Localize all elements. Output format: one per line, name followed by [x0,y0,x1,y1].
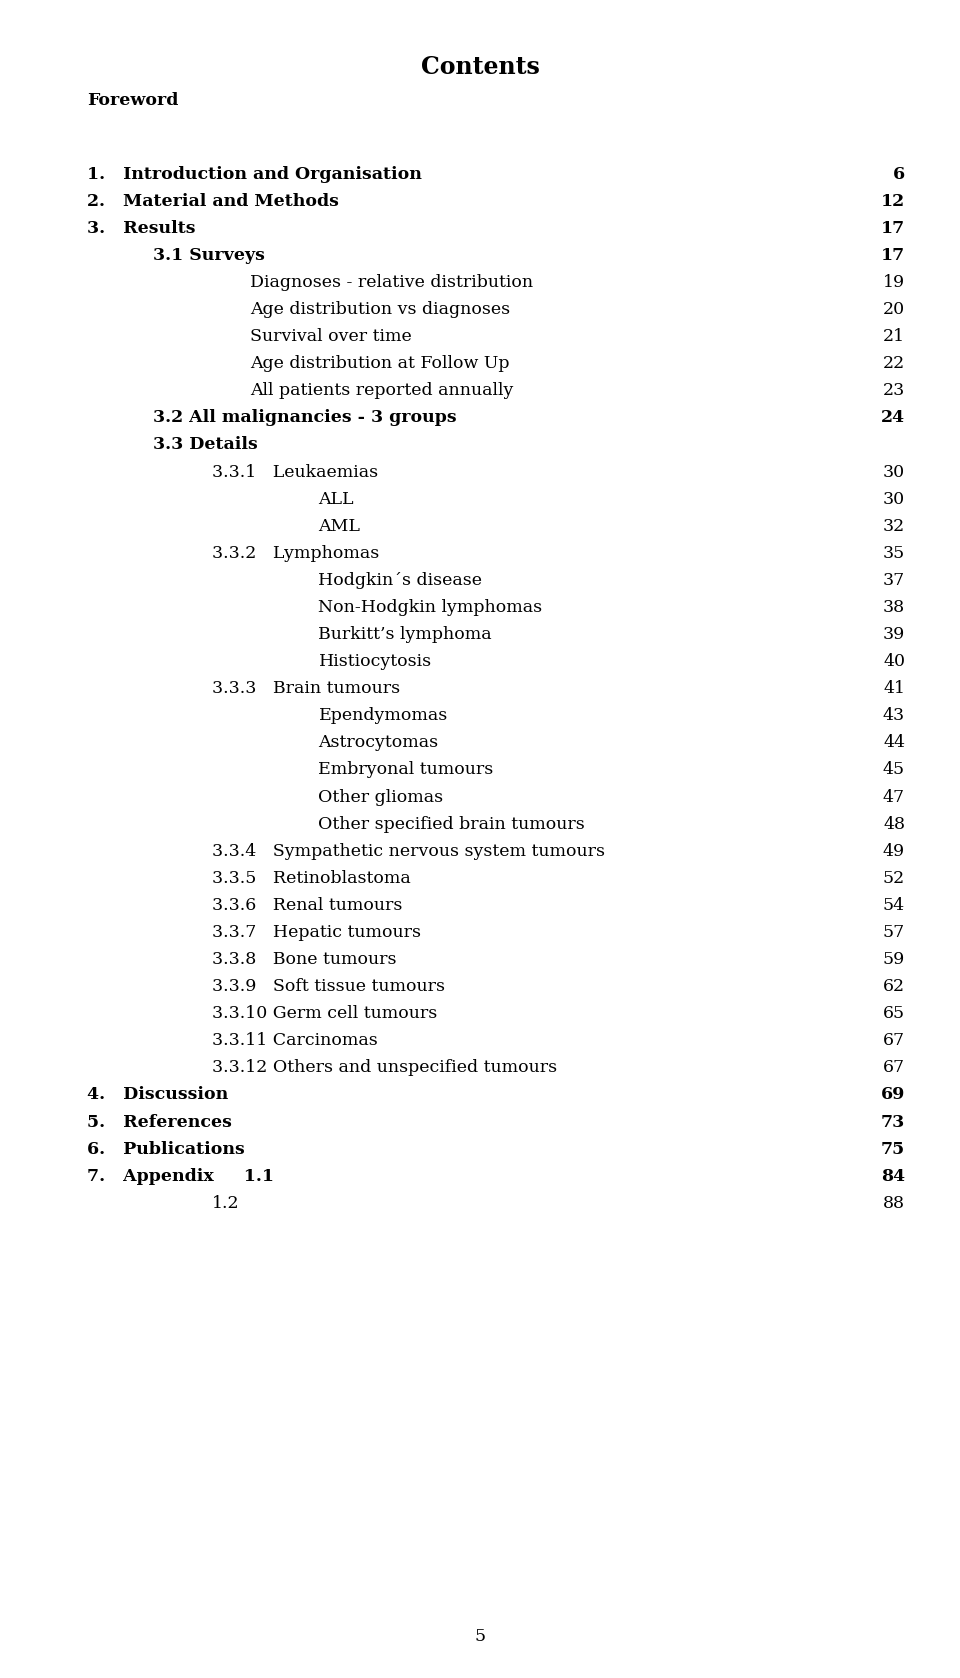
Text: 1.2: 1.2 [212,1195,240,1212]
Text: 24: 24 [881,409,905,426]
Text: 67: 67 [883,1059,905,1076]
Text: 30: 30 [883,463,905,480]
Text: 59: 59 [883,951,905,968]
Text: 3.3.3   Brain tumours: 3.3.3 Brain tumours [212,680,400,698]
Text: 3.3.4   Sympathetic nervous system tumours: 3.3.4 Sympathetic nervous system tumours [212,842,605,859]
Text: 62: 62 [883,978,905,995]
Text: 39: 39 [883,626,905,643]
Text: 17: 17 [880,247,905,263]
Text: 17: 17 [880,220,905,237]
Text: Astrocytomas: Astrocytomas [319,735,439,752]
Text: Diagnoses - relative distribution: Diagnoses - relative distribution [251,274,534,290]
Text: 3.3 Details: 3.3 Details [153,436,257,453]
Text: Other specified brain tumours: Other specified brain tumours [319,816,586,832]
Text: Non-Hodgkin lymphomas: Non-Hodgkin lymphomas [319,599,542,616]
Text: Foreword: Foreword [87,92,179,109]
Text: 38: 38 [883,599,905,616]
Text: Age distribution vs diagnoses: Age distribution vs diagnoses [251,300,511,319]
Text: 22: 22 [883,356,905,373]
Text: 75: 75 [880,1141,905,1158]
Text: 23: 23 [883,383,905,399]
Text: 3.   Results: 3. Results [87,220,196,237]
Text: 84: 84 [881,1168,905,1185]
Text: 3.3.8   Bone tumours: 3.3.8 Bone tumours [212,951,396,968]
Text: 7.   Appendix     1.1: 7. Appendix 1.1 [87,1168,275,1185]
Text: 3.3.1   Leukaemias: 3.3.1 Leukaemias [212,463,378,480]
Text: 32: 32 [883,519,905,535]
Text: 44: 44 [883,735,905,752]
Text: Histiocytosis: Histiocytosis [319,653,432,670]
Text: 73: 73 [880,1114,905,1131]
Text: 5.   References: 5. References [87,1114,232,1131]
Text: 57: 57 [883,925,905,941]
Text: 40: 40 [883,653,905,670]
Text: 69: 69 [880,1086,905,1104]
Text: 6.   Publications: 6. Publications [87,1141,245,1158]
Text: 1.   Introduction and Organisation: 1. Introduction and Organisation [87,166,422,183]
Text: All patients reported annually: All patients reported annually [251,383,514,399]
Text: Contents: Contents [420,55,540,79]
Text: 3.3.11 Carcinomas: 3.3.11 Carcinomas [212,1032,378,1049]
Text: AML: AML [319,519,360,535]
Text: 43: 43 [883,708,905,725]
Text: 6: 6 [893,166,905,183]
Text: Embryonal tumours: Embryonal tumours [319,762,493,779]
Text: 4.   Discussion: 4. Discussion [87,1086,228,1104]
Text: Age distribution at Follow Up: Age distribution at Follow Up [251,356,510,373]
Text: Ependymomas: Ependymomas [319,708,447,725]
Text: 3.1 Surveys: 3.1 Surveys [153,247,265,263]
Text: 65: 65 [883,1005,905,1022]
Text: 67: 67 [883,1032,905,1049]
Text: Other gliomas: Other gliomas [319,789,444,805]
Text: 45: 45 [883,762,905,779]
Text: 88: 88 [883,1195,905,1212]
Text: 3.3.5   Retinoblastoma: 3.3.5 Retinoblastoma [212,869,411,888]
Text: 21: 21 [883,329,905,346]
Text: 49: 49 [883,842,905,859]
Text: 37: 37 [883,572,905,589]
Text: 12: 12 [881,193,905,210]
Text: 47: 47 [883,789,905,805]
Text: 35: 35 [883,545,905,562]
Text: 3.2 All malignancies - 3 groups: 3.2 All malignancies - 3 groups [153,409,456,426]
Text: Burkitt’s lymphoma: Burkitt’s lymphoma [319,626,492,643]
Text: Hodgkin´s disease: Hodgkin´s disease [319,572,483,589]
Text: ALL: ALL [319,490,354,508]
Text: 3.3.6   Renal tumours: 3.3.6 Renal tumours [212,898,402,915]
Text: 48: 48 [883,816,905,832]
Text: 2.   Material and Methods: 2. Material and Methods [87,193,339,210]
Text: 3.3.12 Others and unspecified tumours: 3.3.12 Others and unspecified tumours [212,1059,558,1076]
Text: 52: 52 [883,869,905,888]
Text: 54: 54 [883,898,905,915]
Text: 5: 5 [474,1628,486,1644]
Text: 30: 30 [883,490,905,508]
Text: 3.3.7   Hepatic tumours: 3.3.7 Hepatic tumours [212,925,421,941]
Text: 3.3.2   Lymphomas: 3.3.2 Lymphomas [212,545,379,562]
Text: 19: 19 [883,274,905,290]
Text: Survival over time: Survival over time [251,329,412,346]
Text: 41: 41 [883,680,905,698]
Text: 3.3.9   Soft tissue tumours: 3.3.9 Soft tissue tumours [212,978,445,995]
Text: 20: 20 [883,300,905,319]
Text: 3.3.10 Germ cell tumours: 3.3.10 Germ cell tumours [212,1005,438,1022]
